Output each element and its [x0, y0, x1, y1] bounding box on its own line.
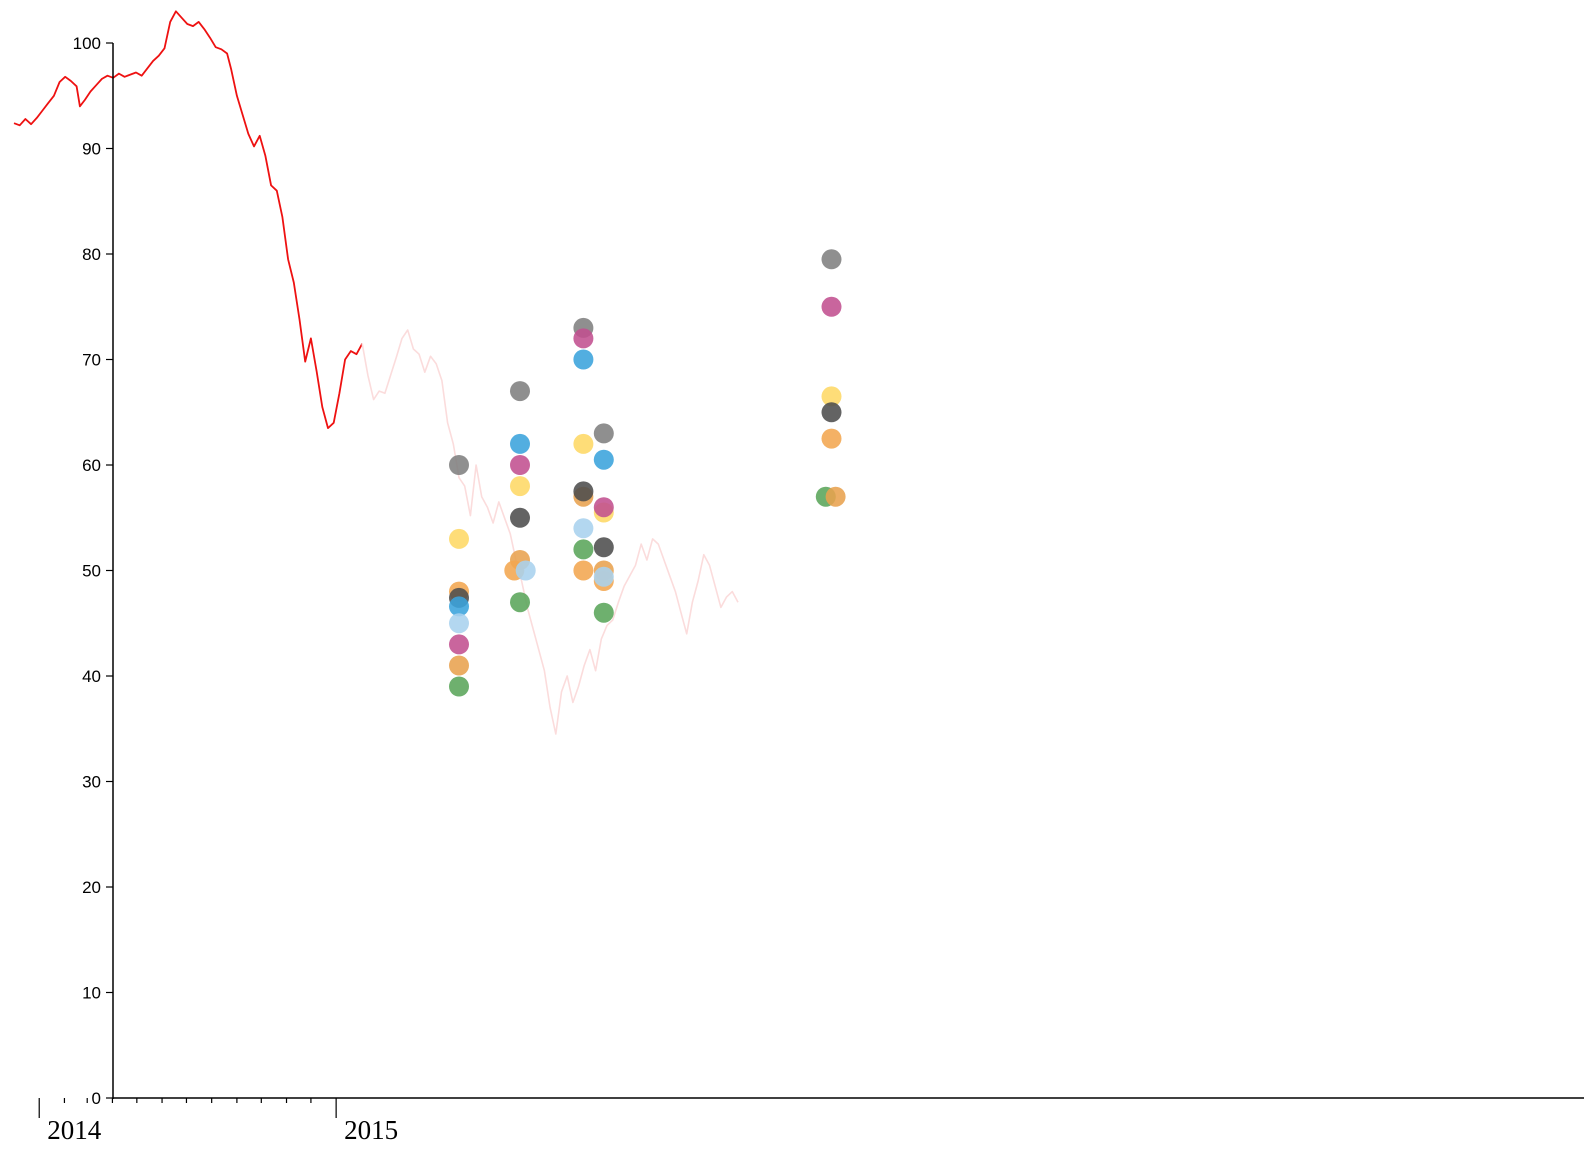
y-tick-label: 20	[82, 878, 101, 897]
forecast-point	[573, 518, 594, 539]
forecast-point	[510, 592, 530, 613]
y-tick-label: 90	[82, 140, 101, 159]
x-tick-label: 2015	[344, 1115, 398, 1145]
forecast-point	[821, 402, 842, 423]
y-tick-label: 10	[82, 984, 101, 1003]
forecast-point	[449, 634, 469, 655]
price-line-future	[361, 329, 739, 735]
y-tick-label: 40	[82, 667, 101, 686]
forecast-point	[593, 566, 614, 587]
forecast-point	[515, 560, 536, 581]
axes-layer: 0 10 20 30 40 50 60 70 80 90 100 2014 2015	[38, 34, 1584, 1145]
y-tick-label: 100	[73, 34, 101, 53]
forecast-point	[573, 481, 594, 502]
forecast-points-layer	[449, 249, 846, 697]
forecast-point	[449, 676, 469, 697]
forecast-point	[510, 476, 530, 497]
forecast-point	[573, 349, 594, 370]
forecast-point	[821, 428, 842, 449]
forecast-point	[510, 381, 530, 402]
y-tick-label: 50	[82, 562, 101, 581]
forecast-point	[449, 455, 469, 475]
forecast-point	[510, 433, 530, 454]
forecast-point	[593, 497, 614, 518]
series-layer	[13, 10, 739, 735]
y-tick-label: 80	[82, 245, 101, 264]
forecast-point	[573, 560, 594, 581]
price-line-actual	[13, 10, 363, 429]
forecast-point	[449, 528, 469, 549]
y-tick-label: 60	[82, 456, 101, 475]
forecast-point	[825, 486, 846, 507]
y-tick-label: 0	[92, 1089, 101, 1108]
forecast-point	[593, 449, 614, 470]
forecast-point	[593, 602, 614, 623]
forecast-point	[821, 386, 842, 407]
forecast-point	[821, 249, 842, 270]
y-tick-label: 70	[82, 351, 101, 370]
forecast-point	[510, 455, 530, 475]
forecast-point	[593, 423, 614, 444]
forecast-point	[510, 507, 530, 528]
forecast-point	[593, 537, 614, 558]
forecast-point	[821, 296, 842, 317]
forecast-point	[449, 596, 469, 617]
forecast-point	[573, 433, 594, 454]
forecast-point	[573, 539, 594, 560]
forecast-point	[449, 613, 469, 634]
forecast-point	[449, 655, 469, 676]
forecast-point	[573, 328, 594, 349]
x-tick-label: 2014	[47, 1115, 102, 1145]
y-tick-label: 30	[82, 773, 101, 792]
